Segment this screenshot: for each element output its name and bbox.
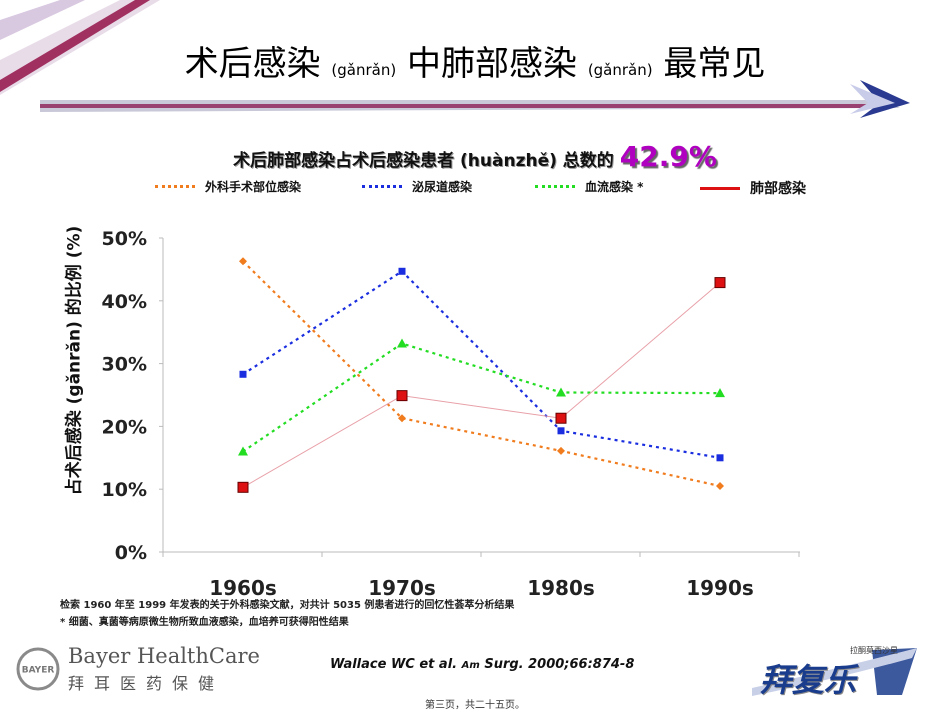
legend-item-bloodstream: 血流感染 * [535, 178, 643, 195]
data-point-large-square [714, 277, 726, 289]
product-subtitle: 拉酮莫西沙星 [850, 646, 898, 655]
series-line-2 [242, 342, 721, 453]
citation-journal: Surg. 2000;66:874-8 [484, 657, 635, 672]
citation-journal-am: Am [461, 660, 480, 671]
footnote-method: 检索 1960 年至 1999 年发表的关于外科感染文献，对共计 5035 例患… [60, 600, 515, 611]
page-number: 第三页，共二十五页。 [425, 700, 525, 711]
product-name: 拜复乐 [760, 661, 857, 699]
legend-label-bloodstream: 血流感染 * [585, 180, 644, 194]
x-tick-label: 1980s [527, 576, 595, 600]
y-tick-label: 20% [102, 416, 147, 438]
data-point-diamond [716, 482, 724, 491]
legend-label-pulmonary: 肺部感染 [750, 181, 806, 197]
data-point-diamond [557, 446, 565, 455]
data-point-triangle [238, 446, 248, 456]
chart-legend: 外科手术部位感染 泌尿道感染 血流感染 * 肺部感染 [0, 178, 950, 200]
brand-english: Bayer HealthCare [68, 644, 260, 668]
data-point-large-square [237, 481, 249, 493]
legend-line-red [700, 186, 740, 190]
legend-item-surgical-site: 外科手术部位感染 [155, 178, 301, 195]
data-point-square [557, 427, 565, 435]
data-point-diamond [239, 257, 247, 266]
data-point-square [398, 267, 406, 275]
citation: Wallace WC et al. Am Surg. 2000;66:874-8 [330, 657, 634, 672]
footnotes: 检索 1960 年至 1999 年发表的关于外科感染文献，对共计 5035 例患… [60, 597, 514, 631]
y-tick-label: 10% [102, 479, 147, 501]
chart-subtitle: 术后肺部感染占术后感染患者 (huànzhě) 总数的 42.9% [0, 140, 950, 173]
subtitle-percentage: 42.9% [619, 140, 717, 173]
product-logo: 拉酮莫西沙星 拜复乐 [752, 640, 922, 700]
product-swoosh-icon [752, 648, 917, 696]
legend-label-urinary: 泌尿道感染 [412, 180, 473, 194]
citation-authors: Wallace WC et al. [330, 657, 458, 672]
bayer-mark-text: BAYER [22, 666, 55, 676]
data-point-square [239, 370, 247, 378]
data-point-large-square [555, 412, 567, 424]
y-tick-label: 40% [102, 291, 147, 313]
legend-line-green [535, 185, 575, 188]
header-decoration [0, 0, 910, 118]
slide-title: 术后感染 (gǎnrǎn) 中肺部感染 (gǎnrǎn) 最常见 [0, 36, 950, 85]
series-line-3 [242, 282, 721, 488]
y-tick-label: 30% [102, 354, 147, 376]
data-point-triangle [397, 338, 407, 348]
data-point-triangle [715, 388, 725, 398]
legend-item-urinary: 泌尿道感染 [362, 178, 472, 195]
data-point-large-square [396, 390, 408, 402]
subtitle-text: 术后肺部感染占术后感染患者 (huànzhě) 总数的 [233, 151, 614, 171]
footnote-asterisk: * 细菌、真菌等病原微生物所致血液感染，血培养可获得阳性结果 [60, 617, 349, 628]
title-part-2: 中肺部感染 [407, 44, 577, 84]
legend-item-pulmonary: 肺部感染 [700, 178, 806, 198]
x-tick-label: 1960s [209, 576, 277, 600]
x-tick-label: 1990s [686, 576, 754, 600]
data-point-square [716, 454, 724, 462]
bayer-logo: BAYER Bayer HealthCare 拜耳医药保健 [16, 644, 260, 694]
title-pinyin-2: (gǎnrǎn) [587, 61, 653, 79]
legend-label-surgical-site: 外科手术部位感染 [205, 180, 302, 194]
y-tick-label: 0% [115, 542, 147, 564]
series-line-0 [242, 260, 721, 488]
legend-line-blue [362, 185, 402, 188]
x-tick-label: 1970s [368, 576, 436, 600]
legend-line-orange [155, 185, 195, 188]
title-pinyin-1: (gǎnrǎn) [331, 61, 397, 79]
brand-chinese: 拜耳医药保健 [68, 674, 225, 693]
brand-block: Bayer HealthCare 拜耳医药保健 [68, 644, 260, 694]
bayer-cross-icon: BAYER [16, 647, 60, 691]
title-part-3: 最常见 [663, 44, 766, 84]
data-point-diamond [398, 414, 406, 423]
title-part-1: 术后感染 [184, 44, 321, 84]
y-tick-label: 50% [102, 228, 147, 250]
series-line-1 [242, 269, 721, 459]
data-point-triangle [556, 387, 566, 397]
